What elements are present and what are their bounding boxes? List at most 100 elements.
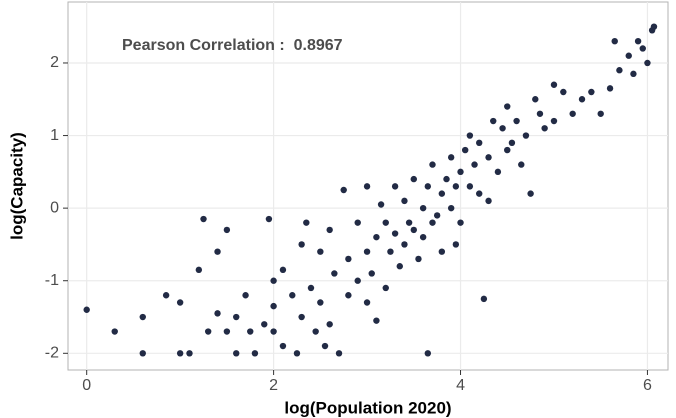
- point: [326, 226, 333, 234]
- point: [401, 197, 408, 205]
- point: [405, 219, 413, 226]
- point: [452, 241, 460, 248]
- point: [317, 248, 324, 255]
- point: [522, 132, 530, 139]
- y-tick-label: 2: [50, 54, 59, 71]
- point: [331, 270, 338, 277]
- point: [265, 215, 273, 223]
- point: [508, 139, 516, 147]
- point: [354, 219, 361, 226]
- point: [298, 313, 305, 321]
- point: [616, 67, 623, 74]
- point: [345, 292, 352, 299]
- point: [471, 161, 478, 168]
- point: [630, 70, 637, 78]
- point: [270, 328, 277, 335]
- point: [466, 132, 474, 139]
- y-axis-title: log(Capacity): [7, 132, 26, 240]
- point: [401, 241, 408, 248]
- point: [419, 204, 427, 212]
- point: [139, 313, 146, 321]
- point: [480, 295, 488, 303]
- point: [298, 241, 305, 248]
- point: [625, 52, 632, 59]
- point: [251, 350, 259, 357]
- point: [447, 204, 455, 212]
- point: [597, 110, 604, 117]
- point: [639, 45, 646, 52]
- point: [139, 350, 146, 357]
- point: [289, 292, 296, 299]
- point: [499, 125, 506, 132]
- point: [536, 110, 544, 117]
- point: [233, 313, 240, 321]
- point: [270, 302, 277, 310]
- point: [368, 270, 375, 277]
- point: [83, 306, 90, 313]
- point: [303, 219, 310, 226]
- point: [363, 183, 371, 190]
- point: [606, 85, 614, 92]
- point: [377, 201, 385, 208]
- point: [433, 212, 441, 219]
- point: [162, 292, 170, 299]
- point: [541, 125, 548, 132]
- point: [387, 248, 394, 255]
- point: [443, 175, 450, 183]
- point: [438, 190, 446, 197]
- point: [270, 277, 277, 284]
- point: [373, 317, 380, 324]
- point: [490, 117, 497, 125]
- y-tick-label: -2: [45, 345, 59, 362]
- point: [340, 186, 347, 194]
- point: [186, 350, 193, 357]
- point: [429, 161, 436, 168]
- point: [504, 103, 511, 110]
- y-tick-label: 1: [50, 127, 59, 144]
- point: [382, 219, 389, 226]
- point: [532, 96, 539, 103]
- point: [391, 230, 399, 237]
- point: [200, 215, 207, 223]
- point: [461, 146, 469, 154]
- point: [578, 96, 586, 103]
- point: [261, 321, 268, 328]
- point: [569, 110, 576, 117]
- point: [485, 154, 492, 161]
- point: [466, 183, 474, 190]
- point: [424, 183, 432, 190]
- x-axis-title: log(Population 2020): [284, 398, 451, 417]
- point: [396, 263, 403, 270]
- point: [176, 350, 184, 357]
- point: [354, 277, 361, 284]
- point: [223, 328, 231, 335]
- point: [452, 183, 460, 190]
- point: [415, 255, 422, 263]
- point: [650, 23, 658, 30]
- point: [611, 37, 618, 45]
- point: [391, 183, 399, 190]
- point: [279, 342, 287, 350]
- point: [335, 350, 343, 357]
- point: [457, 168, 464, 176]
- point: [279, 266, 287, 274]
- point: [204, 328, 212, 335]
- point: [373, 233, 380, 241]
- point: [644, 59, 651, 67]
- point: [223, 226, 231, 234]
- point: [550, 117, 558, 125]
- point: [518, 161, 525, 168]
- point: [410, 175, 417, 183]
- point: [588, 88, 595, 96]
- point: [424, 350, 432, 357]
- point: [195, 266, 203, 274]
- point: [560, 88, 567, 96]
- point: [550, 81, 558, 88]
- point: [476, 190, 483, 197]
- y-tick-label: -1: [45, 272, 59, 289]
- point: [419, 233, 427, 241]
- point: [527, 190, 534, 197]
- point: [242, 292, 249, 299]
